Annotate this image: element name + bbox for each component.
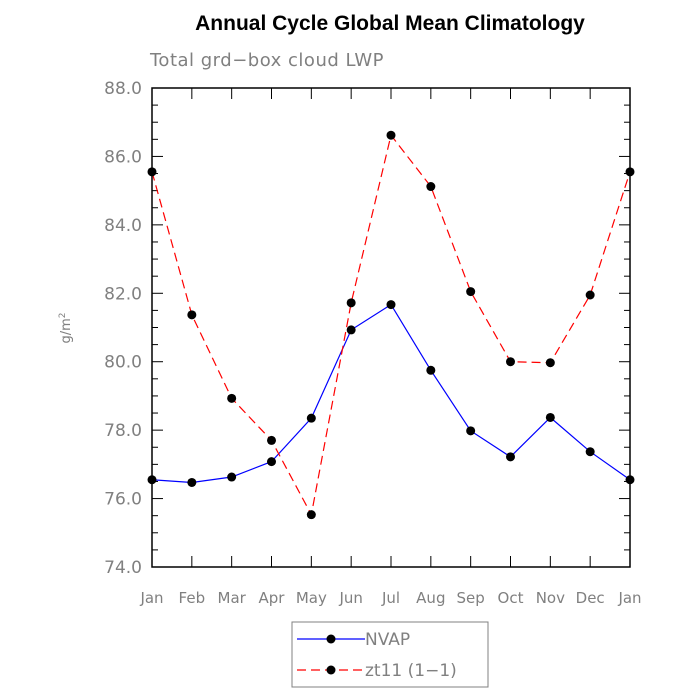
data-point-nvap (346, 325, 356, 335)
data-point-nvap (386, 300, 396, 310)
y-tick-label: 76.0 (104, 490, 142, 510)
series-line-zt11-1-1 (151, 133, 631, 517)
data-point-nvap (147, 475, 157, 485)
x-tick-label: Mar (218, 589, 247, 607)
x-tick-label: Aug (416, 589, 445, 607)
data-point-zt11-1-1 (306, 510, 316, 520)
x-tick-label: Oct (498, 589, 524, 607)
chart-title: Annual Cycle Global Mean Climatology (195, 12, 585, 35)
plot-frame (151, 87, 631, 568)
data-point-nvap (545, 412, 555, 422)
data-point-nvap (227, 472, 237, 482)
data-point-zt11-1-1 (466, 287, 476, 297)
data-point-nvap (466, 426, 476, 436)
y-tick-label: 88.0 (104, 79, 142, 99)
data-point-nvap (585, 447, 595, 457)
data-point-nvap (506, 452, 515, 462)
x-tick-label: Jun (338, 589, 362, 607)
y-tick-label: 80.0 (104, 353, 142, 373)
x-axis: Jan Feb Mar Apr May Jun Jul Aug Sep Oct Nov Dec Jan (139, 88, 642, 607)
legend-label-nvap: NVAP (365, 630, 410, 650)
data-point-nvap (187, 477, 197, 487)
x-tick-label: Jan (617, 589, 641, 607)
data-point-zt11-1-1 (426, 182, 436, 192)
legend-box (291, 621, 489, 688)
y-axis-label: g/m2 (58, 312, 74, 343)
series-layer (147, 130, 635, 520)
data-point-zt11-1-1 (545, 358, 555, 368)
x-tick-label: Jan (139, 589, 163, 607)
y-tick-label: 86.0 (104, 147, 142, 167)
data-point-zt11-1-1 (346, 298, 356, 308)
x-tick-label: Jul (381, 589, 400, 607)
chart-subtitle: Total grd−box cloud LWP (149, 50, 384, 71)
x-tick-label: Feb (179, 589, 206, 607)
legend-label-zt11: zt11 (1−1) (365, 661, 457, 681)
data-point-zt11-1-1 (386, 130, 396, 140)
data-point-nvap (426, 365, 436, 375)
legend-marker-nvap (326, 634, 336, 644)
y-tick-label: 82.0 (104, 284, 142, 304)
y-tick-label: 78.0 (104, 421, 142, 441)
legend: NVAP zt11 (1−1) (291, 621, 489, 688)
data-point-nvap (306, 413, 316, 423)
plot-border (151, 87, 631, 568)
series-line-nvap (151, 303, 631, 484)
data-point-zt11-1-1 (506, 357, 515, 367)
legend-marker-zt11 (326, 665, 336, 675)
data-point-zt11-1-1 (267, 435, 276, 445)
x-tick-label: Nov (536, 589, 565, 607)
data-point-nvap (625, 475, 635, 485)
x-tick-label: Sep (457, 589, 485, 607)
x-tick-label: Dec (576, 589, 605, 607)
data-point-zt11-1-1 (625, 167, 635, 177)
y-axis: 74.0 76.0 78.0 80.0 82.0 84.0 86.0 88.0 (104, 79, 630, 578)
x-tick-label: May (296, 589, 327, 607)
data-point-nvap (267, 457, 276, 467)
y-tick-label: 74.0 (104, 558, 142, 578)
x-tick-label: Apr (259, 589, 286, 607)
data-point-zt11-1-1 (227, 393, 237, 403)
data-point-zt11-1-1 (147, 167, 157, 177)
y-tick-label: 84.0 (104, 216, 142, 236)
data-point-zt11-1-1 (585, 290, 595, 300)
data-point-zt11-1-1 (187, 310, 197, 320)
